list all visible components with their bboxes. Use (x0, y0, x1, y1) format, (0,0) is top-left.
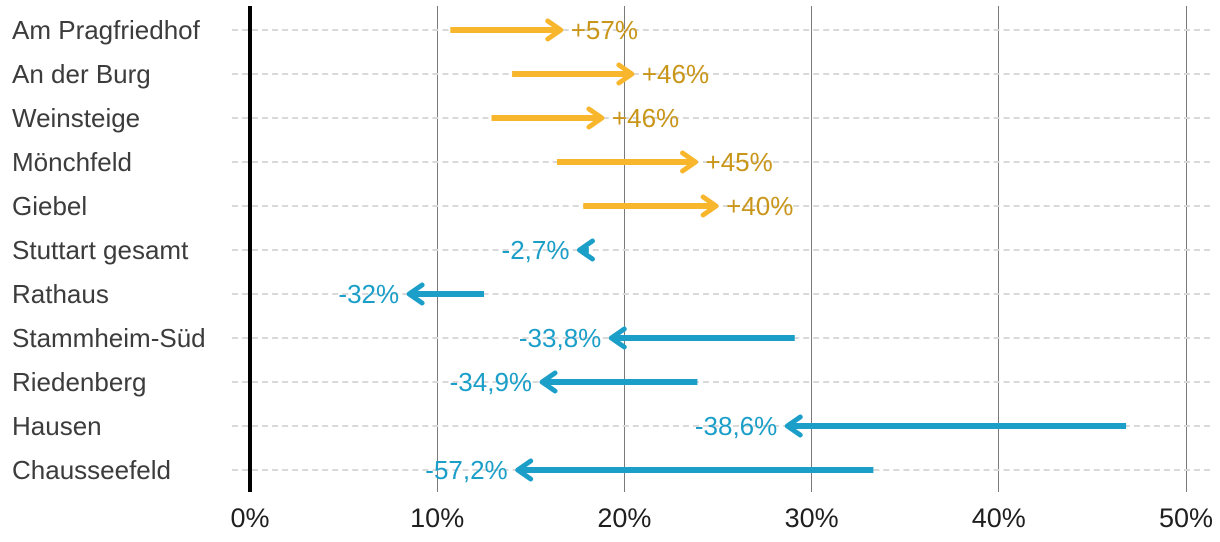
row-guide-line (232, 249, 1210, 251)
change-value-label: -57,2% (425, 455, 507, 485)
row-guide-line (232, 161, 1210, 163)
arrow-head (616, 62, 635, 86)
row-guide-line (232, 205, 1210, 207)
x-axis-tick-label: 20% (597, 503, 652, 533)
category-label: Riedenberg (12, 367, 147, 397)
category-label: Giebel (12, 191, 88, 221)
category-label: Am Pragfriedhof (12, 15, 200, 45)
arrow-head (576, 238, 595, 262)
row-guide-line (232, 29, 1210, 31)
row-guide-line (232, 381, 1210, 383)
change-value-label: -34,9% (450, 367, 532, 397)
arrow-head (586, 106, 605, 130)
arrow-head (608, 326, 627, 350)
change-value-label: -33,8% (519, 323, 601, 353)
category-label: Mönchfeld (12, 147, 132, 177)
arrow-head (406, 282, 425, 306)
arrow-head (700, 194, 719, 218)
row-guide-line (232, 425, 1210, 427)
change-value-label: +46% (642, 59, 709, 89)
arrow-head (545, 18, 564, 42)
x-axis-tick-label: 40% (971, 503, 1026, 533)
category-label: An der Burg (12, 59, 151, 89)
change-value-label: -32% (338, 279, 399, 309)
row-guide-line (232, 293, 1210, 295)
category-label: Stuttart gesamt (12, 235, 189, 265)
x-axis-tick-label: 50% (1158, 503, 1214, 533)
x-axis-tick-label: 0% (230, 503, 270, 533)
change-value-label: +40% (726, 191, 793, 221)
x-axis-tick-label: 30% (784, 503, 839, 533)
category-label: Chausseefeld (12, 455, 171, 485)
arrow-head (539, 370, 558, 394)
change-value-label: +46% (612, 103, 679, 133)
arrow-head (680, 150, 699, 174)
row-guide-line (232, 117, 1210, 119)
change-value-label: +57% (571, 15, 638, 45)
category-label: Stammheim-Süd (12, 323, 206, 353)
change-value-label: +45% (706, 147, 773, 177)
category-label: Weinsteige (12, 103, 141, 133)
change-value-label: -2,7% (502, 235, 570, 265)
arrow-head (515, 458, 534, 482)
arrow-head (784, 414, 803, 438)
category-label: Rathaus (12, 279, 109, 309)
category-label: Hausen (12, 411, 102, 441)
x-axis-tick-label: 10% (410, 503, 465, 533)
row-guide-line (232, 73, 1210, 75)
change-value-label: -38,6% (695, 411, 777, 441)
